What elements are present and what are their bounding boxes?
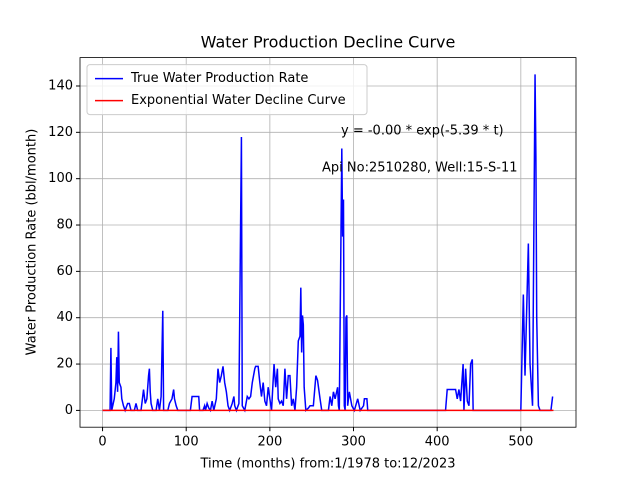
y-tick-label: 0 xyxy=(65,403,73,418)
y-tick-label: 60 xyxy=(56,264,73,279)
y-tick-label: 80 xyxy=(56,218,73,233)
x-tick-label: 0 xyxy=(98,435,106,450)
y-tick-label: 40 xyxy=(56,310,73,325)
x-tick-label: 300 xyxy=(341,435,366,450)
y-axis-label: Water Production Rate (bbl/month) xyxy=(25,129,40,356)
y-tick-label: 140 xyxy=(48,78,73,93)
legend-label: Exponential Water Decline Curve xyxy=(131,93,346,108)
x-tick-label: 400 xyxy=(425,435,450,450)
x-tick-label: 200 xyxy=(257,435,282,450)
legend-label: True Water Production Rate xyxy=(130,71,308,86)
x-axis-label: Time (months) from:1/1978 to:12/2023 xyxy=(199,457,455,472)
legend-box xyxy=(86,64,368,116)
y-tick-label: 120 xyxy=(48,125,73,140)
y-tick-label: 100 xyxy=(48,171,73,186)
annotation: Api No:2510280, Well:15-S-11 xyxy=(322,161,518,176)
y-tick-label: 20 xyxy=(56,357,73,372)
x-tick-label: 500 xyxy=(508,435,533,450)
chart-title: Water Production Decline Curve xyxy=(201,33,456,52)
annotation: y = -0.00 * exp(-5.39 * t) xyxy=(341,124,504,139)
plot-frame xyxy=(79,57,577,428)
x-tick-label: 100 xyxy=(174,435,199,450)
